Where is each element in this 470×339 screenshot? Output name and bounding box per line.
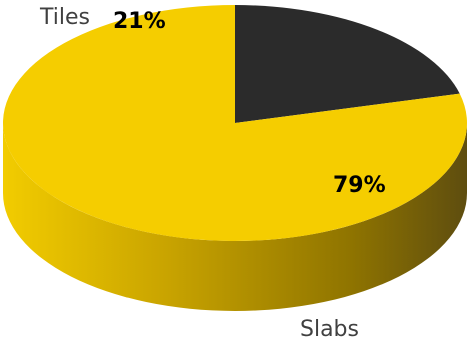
pie-side-layer — [3, 123, 467, 311]
slice-category-label-tiles: Tiles — [39, 5, 90, 30]
slice-percent-label-slabs: 79% — [333, 173, 386, 198]
pie-slice-tiles — [235, 5, 460, 123]
pie-side-wall — [3, 123, 467, 311]
pie-label-layer: Tiles 21% 79% Slabs — [39, 5, 386, 339]
slice-category-label-slabs: Slabs — [300, 317, 359, 339]
pie-top-layer — [3, 5, 468, 241]
pie-slice-slabs — [3, 5, 468, 241]
slice-percent-label-tiles: 21% — [113, 9, 166, 34]
